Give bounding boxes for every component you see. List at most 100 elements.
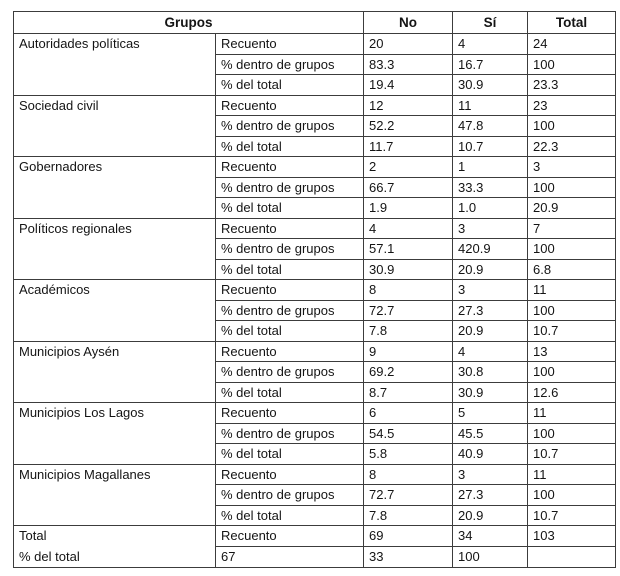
header-total: Total — [527, 11, 617, 34]
value-cell-si: 27.3 — [452, 484, 529, 506]
row-label-cell: Recuento — [214, 33, 365, 55]
table-row: Políticos regionales Recuento 4 3 7 — [13, 217, 617, 280]
value-cell-total: 100 — [527, 422, 617, 444]
value-cell-no: 1.9 — [363, 197, 454, 219]
value-cell-no: 54.5 — [363, 422, 454, 444]
row-label-cell: % del total — [214, 135, 365, 157]
table-row: % dentro de grupos 72.7 27.3 100 — [14, 484, 617, 506]
value-cell-total: 10.7 — [527, 504, 617, 526]
total-name-line: % del total — [19, 548, 80, 564]
row-label-cell: Recuento — [214, 217, 365, 239]
value-cell-no: 69.2 — [363, 361, 454, 383]
value-cell-si: 45.5 — [452, 422, 529, 444]
value-cell-si: 16.7 — [452, 53, 529, 75]
table-row: % del total 5.8 40.9 10.7 — [14, 443, 617, 465]
value-cell-si: 420.9 — [452, 238, 529, 260]
value-cell-si: 1.0 — [452, 197, 529, 219]
value-cell-total: 13 — [527, 340, 617, 362]
table-row: % dentro de grupos 83.3 16.7 100 — [14, 53, 617, 75]
row-label-cell: Recuento — [214, 402, 365, 424]
row-label-cell: Recuento — [214, 463, 365, 485]
value-cell-no: 7.8 — [363, 320, 454, 342]
table-row: % dentro de grupos 66.7 33.3 100 — [14, 176, 617, 198]
value-cell-total: 24 — [527, 33, 617, 55]
row-label-cell: % dentro de grupos — [214, 361, 365, 383]
table-row-total: Total % del total Recuento 69 34 103 — [13, 525, 617, 568]
value-cell-total: 10.7 — [527, 443, 617, 465]
table-row: Municipios Magallanes Recuento 8 3 11 — [13, 463, 617, 526]
value-cell-no: 6 — [363, 402, 454, 424]
value-cell-total: 103 — [527, 525, 617, 547]
row-label-cell: % dentro de grupos — [214, 484, 365, 506]
value-cell-si: 30.9 — [452, 74, 529, 96]
value-cell-total: 100 — [527, 484, 617, 506]
table-row: % dentro de grupos 52.2 47.8 100 — [14, 115, 617, 137]
table-row-total: 67 33 100 — [14, 546, 617, 568]
value-cell-total: 11 — [527, 463, 617, 485]
value-cell-total: 10.7 — [527, 320, 617, 342]
header-row: Grupos No Sí Total — [12, 11, 617, 34]
value-cell-no: 33 — [363, 546, 454, 568]
row-label-cell: % dentro de grupos — [214, 115, 365, 137]
row-label-cell: % dentro de grupos — [214, 176, 365, 198]
table-row: % dentro de grupos 57.1 420.9 100 — [14, 238, 617, 260]
group-name-cell: Autoridades políticas — [13, 33, 216, 96]
value-cell-total: 23 — [527, 94, 617, 116]
value-cell-total: 22.3 — [527, 135, 617, 157]
value-cell-si: 3 — [452, 217, 529, 239]
value-cell-no: 52.2 — [363, 115, 454, 137]
value-cell-total — [527, 546, 617, 568]
group-name-cell: Municipios Aysén — [13, 340, 216, 403]
value-cell-si: 5 — [452, 402, 529, 424]
value-cell-total: 7 — [527, 217, 617, 239]
table-row: Autoridades políticas Recuento 20 4 24 — [13, 33, 617, 96]
value-cell-total: 11 — [527, 279, 617, 301]
value-cell-si: 20.9 — [452, 320, 529, 342]
value-cell-total: 3 — [527, 156, 617, 178]
row-label-cell: % dentro de grupos — [214, 299, 365, 321]
value-cell-total: 6.8 — [527, 258, 617, 280]
table-row: % del total 11.7 10.7 22.3 — [14, 135, 617, 157]
value-cell-no: 9 — [363, 340, 454, 362]
value-cell-total: 12.6 — [527, 381, 617, 403]
value-cell-si: 1 — [452, 156, 529, 178]
row-label-cell: % del total — [214, 258, 365, 280]
value-cell-no: 8 — [363, 463, 454, 485]
table-row: Gobernadores Recuento 2 1 3 — [13, 156, 617, 219]
total-name-cell: Total % del total — [13, 525, 216, 568]
value-cell-si: 100 — [452, 546, 529, 568]
header-grupos: Grupos — [12, 11, 365, 34]
table-row: % del total 8.7 30.9 12.6 — [14, 381, 617, 403]
row-label-cell: % del total — [214, 197, 365, 219]
value-cell-no: 57.1 — [363, 238, 454, 260]
table-row: % del total 7.8 20.9 10.7 — [14, 320, 617, 342]
row-label-cell: % dentro de grupos — [214, 422, 365, 444]
value-cell-total: 20.9 — [527, 197, 617, 219]
header-si: Sí — [452, 11, 529, 34]
table-row: Municipios Aysén Recuento 9 4 13 — [13, 340, 617, 403]
value-cell-si: 3 — [452, 463, 529, 485]
value-cell-si: 20.9 — [452, 258, 529, 280]
value-cell-si: 47.8 — [452, 115, 529, 137]
value-cell-si: 27.3 — [452, 299, 529, 321]
value-cell-si: 33.3 — [452, 176, 529, 198]
value-cell-total: 100 — [527, 176, 617, 198]
value-cell-si: 4 — [452, 33, 529, 55]
value-cell-si: 3 — [452, 279, 529, 301]
group-name-cell: Políticos regionales — [13, 217, 216, 280]
row-label-cell: % dentro de grupos — [214, 53, 365, 75]
value-cell-no: 2 — [363, 156, 454, 178]
group-name-cell: Municipios Magallanes — [13, 463, 216, 526]
row-label-cell: Recuento — [214, 156, 365, 178]
row-label-cell: % del total — [214, 74, 365, 96]
row-label-cell: Recuento — [214, 340, 365, 362]
group-name-cell: Sociedad civil — [13, 94, 216, 157]
table-row: Sociedad civil Recuento 12 11 23 — [13, 94, 617, 157]
value-cell-no: 11.7 — [363, 135, 454, 157]
table-row: % dentro de grupos 72.7 27.3 100 — [14, 299, 617, 321]
row-label-cell: Recuento — [214, 94, 365, 116]
value-cell-total: 100 — [527, 361, 617, 383]
value-cell-no: 4 — [363, 217, 454, 239]
value-cell-si: 11 — [452, 94, 529, 116]
value-cell-total: 100 — [527, 53, 617, 75]
